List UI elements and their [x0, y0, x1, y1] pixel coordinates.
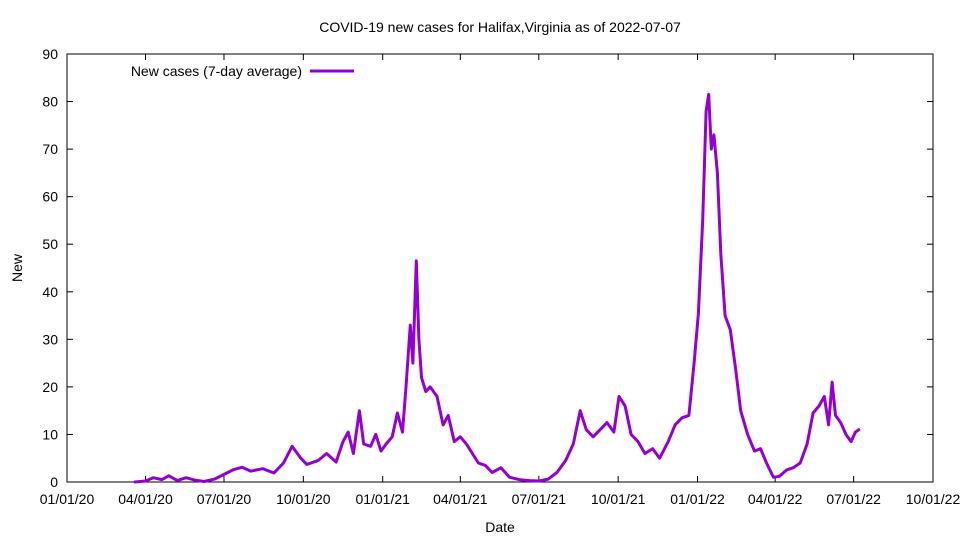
x-tick-label: 10/01/20 [276, 491, 331, 507]
x-axis: 01/01/20 04/01/20 07/01/20 10/01/20 01/01/21… [40, 54, 960, 507]
legend: New cases (7-day average) [131, 63, 354, 79]
y-axis-title: New [9, 253, 25, 282]
chart-title: COVID-19 new cases for Halifax,Virginia … [319, 19, 681, 35]
y-tick-label: 20 [42, 379, 58, 395]
x-tick-label: 04/01/21 [433, 491, 488, 507]
x-tick-label: 01/01/20 [40, 491, 95, 507]
x-tick-label: 01/01/21 [355, 491, 410, 507]
x-tick-label: 10/01/21 [591, 491, 646, 507]
plot-area: 01/01/20 04/01/20 07/01/20 10/01/20 01/01/21… [40, 46, 960, 507]
x-tick-label: 07/01/20 [197, 491, 252, 507]
x-tick-label: 04/01/20 [118, 491, 173, 507]
y-tick-label: 30 [42, 331, 58, 347]
y-tick-label: 80 [42, 94, 58, 110]
y-tick-label: 50 [42, 236, 58, 252]
x-tick-label: 07/01/21 [512, 491, 567, 507]
y-tick-label: 60 [42, 189, 58, 205]
y-tick-label: 0 [50, 474, 58, 490]
plot-frame [66, 53, 934, 483]
y-tick-label: 40 [42, 284, 58, 300]
y-tick-label: 90 [42, 46, 58, 62]
x-axis-title: Date [485, 519, 515, 535]
x-tick-label: 07/01/22 [826, 491, 881, 507]
y-axis: 0 10 20 30 40 50 60 70 80 90 [42, 46, 933, 490]
x-tick-label: 10/01/22 [906, 491, 960, 507]
y-tick-label: 70 [42, 141, 58, 157]
y-tick-label: 10 [42, 426, 58, 442]
legend-label: New cases (7-day average) [131, 63, 302, 79]
x-tick-label: 01/01/22 [670, 491, 725, 507]
x-tick-label: 04/01/22 [748, 491, 803, 507]
series-line-new-cases [133, 92, 861, 484]
